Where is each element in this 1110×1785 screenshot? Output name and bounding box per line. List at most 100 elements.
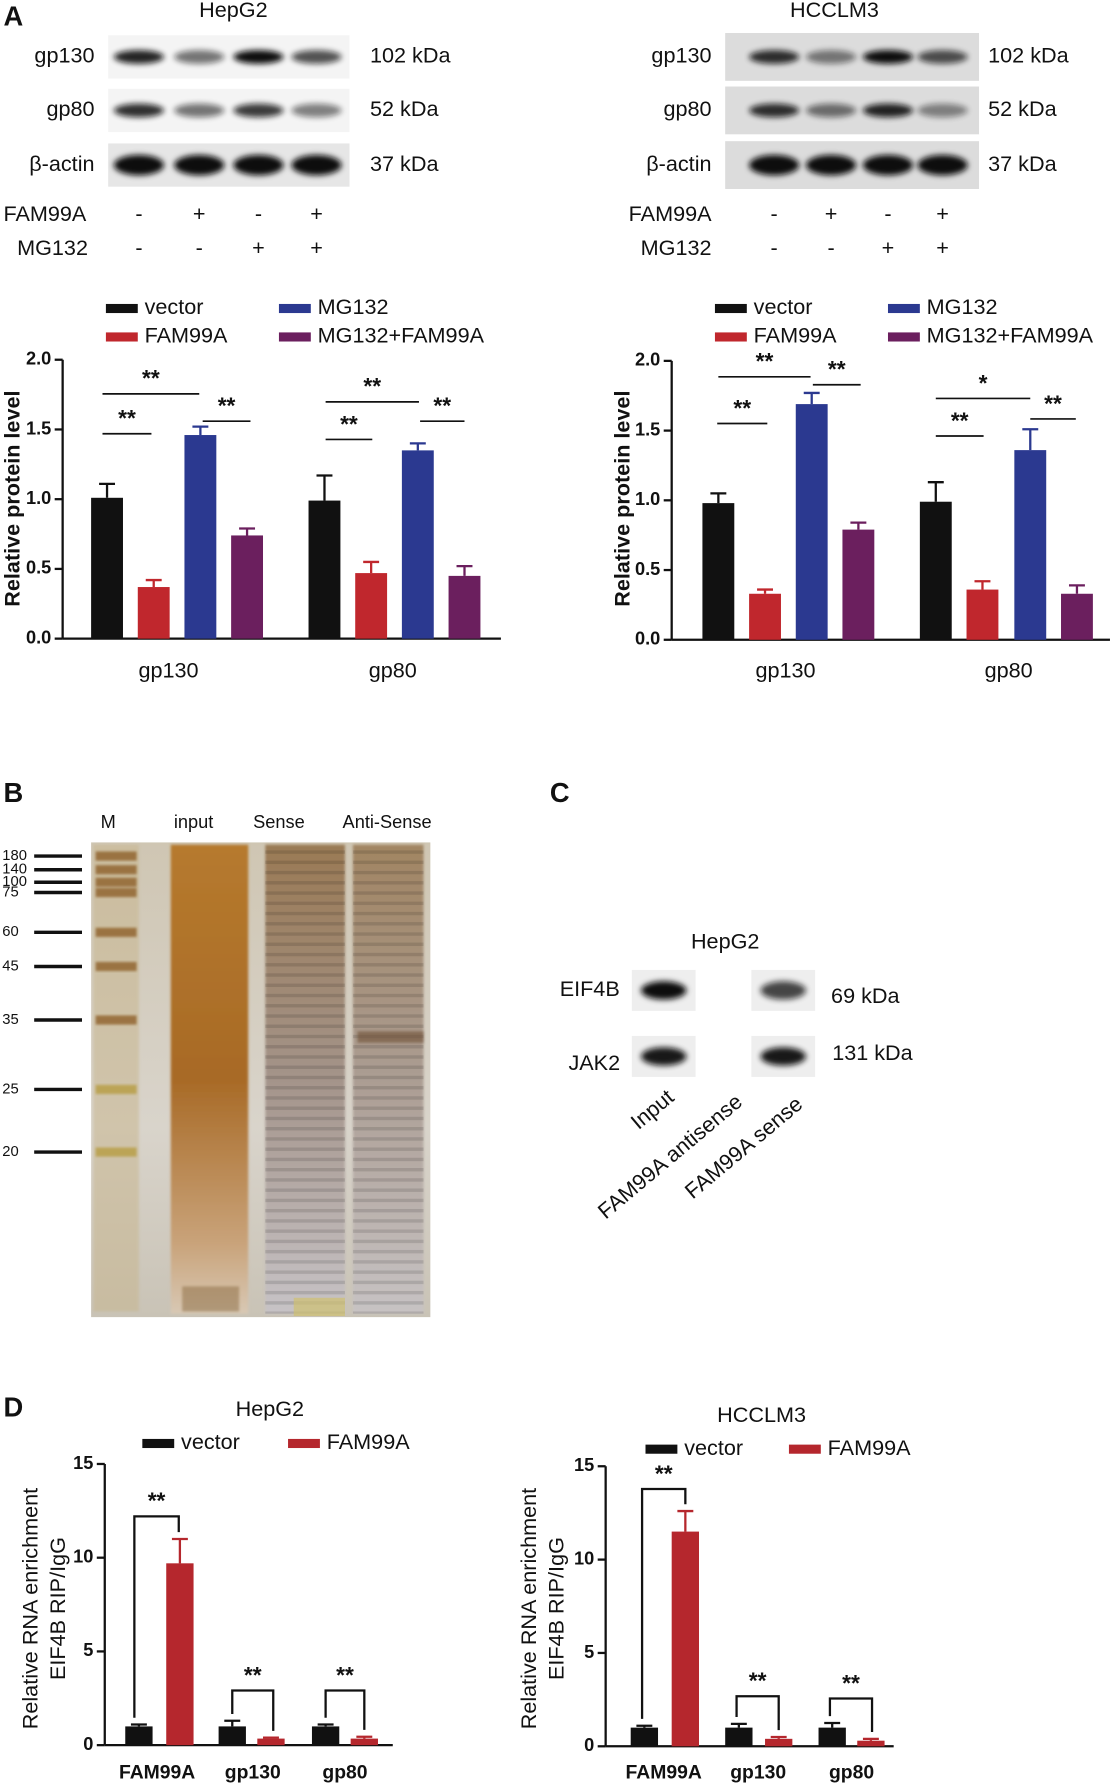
error-bar: [356, 1735, 373, 1739]
protein-label: EIF4B: [560, 976, 620, 1001]
y-tick-label: 10: [574, 1548, 594, 1568]
significance-label: **: [749, 1668, 767, 1694]
legend-label: vector: [181, 1429, 240, 1454]
size-label: 102 kDa: [988, 43, 1069, 68]
error-bar: [363, 560, 380, 574]
treatment-sign: -: [135, 235, 142, 260]
error-bar: [317, 1723, 334, 1727]
y-tick-label: 1.5: [635, 419, 660, 439]
bar: [725, 1727, 753, 1747]
bar: [448, 575, 481, 639]
significance-label: **: [951, 407, 969, 433]
y-tick-label: 15: [574, 1455, 594, 1475]
marker-label: 60: [2, 924, 18, 940]
significance-bracket: [133, 1515, 180, 1718]
significance-label: **: [828, 356, 846, 382]
ladder-band: [95, 961, 137, 972]
bar: [966, 589, 999, 640]
protein-label: gp130: [34, 43, 94, 68]
error-bar: [677, 1509, 694, 1532]
size-label: 52 kDa: [370, 96, 439, 121]
error-bar: [974, 580, 991, 590]
legend-swatch: [714, 303, 747, 314]
band: [113, 103, 164, 118]
bar: [1014, 450, 1047, 640]
bar: [218, 1726, 246, 1746]
panel-label: C: [550, 777, 570, 808]
legend-swatch: [887, 332, 920, 342]
marker-label: 25: [2, 1081, 18, 1097]
treatment-sign: +: [936, 201, 949, 226]
band: [749, 154, 800, 176]
legend-label: FAM99A: [828, 1435, 911, 1460]
significance-label: **: [433, 393, 451, 419]
y-axis-label: Relative protein level: [0, 391, 24, 607]
bar: [137, 587, 170, 639]
legend-swatch: [288, 1438, 320, 1449]
y-tick-label: 0.5: [635, 559, 660, 579]
error-bar: [770, 1735, 787, 1739]
treatment-sign: +: [825, 201, 838, 226]
lane-label: input: [174, 812, 213, 832]
treatment-sign: -: [771, 201, 778, 226]
legend-label: MG132+FAM99A: [318, 323, 485, 348]
legend-swatch: [278, 303, 311, 314]
band: [233, 50, 284, 64]
error-bar: [145, 578, 162, 588]
lane-label: Input: [626, 1084, 679, 1134]
legend-label: MG132: [318, 294, 389, 319]
error-bar: [316, 474, 333, 501]
blot-title: HepG2: [199, 0, 267, 22]
band: [640, 981, 687, 1000]
significance-label: **: [142, 365, 160, 391]
ladder-band: [95, 1147, 137, 1157]
error-bar: [636, 1724, 653, 1728]
legend-swatch: [714, 332, 747, 342]
panel-label: A: [3, 0, 23, 31]
significance-label: **: [363, 373, 381, 399]
treatment-label: MG132: [17, 235, 88, 260]
bar: [401, 450, 434, 639]
chart-title: HepG2: [236, 1396, 304, 1421]
significance-label: **: [1044, 390, 1062, 416]
chart-title: HCCLM3: [717, 1402, 806, 1427]
size-label: 69 kDa: [831, 983, 900, 1008]
bar: [166, 1563, 194, 1746]
significance-bracket: [640, 1487, 687, 1719]
size-label: 37 kDa: [370, 151, 439, 176]
band: [760, 1047, 807, 1066]
y-tick-label: 0.5: [26, 558, 51, 578]
protein-label: gp130: [651, 43, 711, 68]
x-tick-label: gp80: [829, 1762, 874, 1784]
y-axis-label: Relative RNA enrichment: [516, 1488, 541, 1729]
band: [174, 50, 225, 64]
band: [749, 50, 800, 64]
ladder-band: [95, 1084, 137, 1094]
bar: [311, 1726, 340, 1746]
band: [113, 154, 164, 176]
band: [291, 50, 342, 64]
ladder-band: [95, 865, 137, 875]
bar: [795, 404, 828, 640]
legend-swatch: [788, 1444, 821, 1454]
y-tick-label: 0.0: [635, 629, 660, 649]
x-tick-label: gp130: [730, 1762, 786, 1784]
y-axis-label: Relative protein level: [610, 391, 635, 607]
bar: [671, 1531, 700, 1747]
y-tick-label: 1.0: [26, 488, 51, 508]
y-axis-label: Relative RNA enrichment: [18, 1488, 43, 1729]
treatment-label: MG132: [641, 235, 712, 260]
y-tick-label: 1.5: [26, 418, 51, 438]
significance-bracket: [735, 1695, 780, 1731]
significance-label: **: [218, 393, 236, 419]
legend-label: FAM99A: [327, 1429, 410, 1454]
bar: [125, 1726, 153, 1746]
error-bar: [409, 442, 426, 451]
error-bar: [710, 492, 727, 504]
treatment-sign: -: [771, 235, 778, 260]
legend-label: vector: [754, 294, 813, 319]
bar: [630, 1727, 659, 1747]
y-tick-label: 0: [584, 1735, 594, 1755]
significance-label: **: [340, 411, 358, 437]
band: [113, 50, 164, 64]
